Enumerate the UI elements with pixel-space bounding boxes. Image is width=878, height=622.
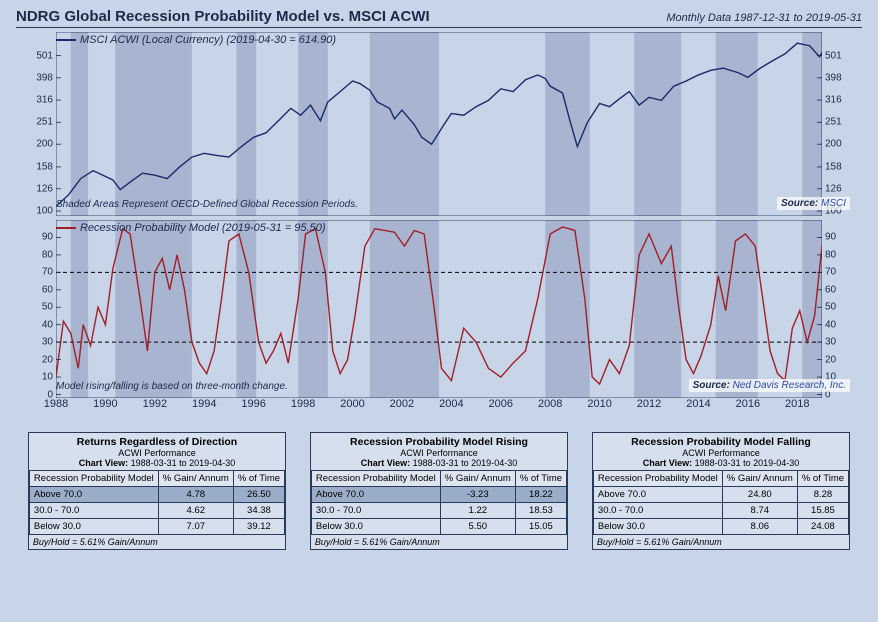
x-tick: 2004	[439, 398, 463, 410]
x-tick: 1996	[241, 398, 265, 410]
x-tick: 2006	[489, 398, 513, 410]
y-tick: 251	[825, 117, 855, 128]
y-tick: 501	[23, 50, 53, 61]
x-tick: 2000	[340, 398, 364, 410]
chart1-svg	[56, 32, 822, 216]
x-tick: 1990	[93, 398, 117, 410]
chart1-footnote: Shaded Areas Represent OECD-Defined Glob…	[56, 199, 358, 210]
y-tick: 60	[23, 284, 53, 295]
stats-grid: Recession Probability Model% Gain/ Annum…	[29, 470, 285, 535]
x-tick: 2014	[686, 398, 710, 410]
y-tick: 50	[23, 302, 53, 313]
y-tick: 10	[23, 372, 53, 383]
stats-grid: Recession Probability Model% Gain/ Annum…	[311, 470, 567, 535]
x-tick: 2018	[785, 398, 809, 410]
x-tick: 1992	[143, 398, 167, 410]
y-tick: 158	[23, 161, 53, 172]
y-tick: 501	[825, 50, 855, 61]
y-tick: 90	[23, 232, 53, 243]
y-tick: 50	[825, 302, 855, 313]
stats-table: Returns Regardless of Direction ACWI Per…	[28, 432, 286, 550]
y-tick: 80	[825, 249, 855, 260]
table-title: Returns Regardless of Direction	[29, 433, 285, 448]
x-tick: 1994	[192, 398, 216, 410]
table-title: Recession Probability Model Rising	[311, 433, 567, 448]
chart1-legend: MSCI ACWI (Local Currency) (2019-04-30 =…	[56, 34, 336, 46]
buyhold-note: Buy/Hold = 5.61% Gain/Annum	[311, 535, 567, 549]
y-tick: 20	[23, 354, 53, 365]
x-tick: 1998	[291, 398, 315, 410]
y-tick: 200	[825, 139, 855, 150]
y-tick: 90	[825, 232, 855, 243]
table-view: Chart View: 1988-03-31 to 2019-04-30	[29, 458, 285, 470]
y-tick: 80	[23, 249, 53, 260]
y-tick: 30	[23, 337, 53, 348]
buyhold-note: Buy/Hold = 5.61% Gain/Annum	[593, 535, 849, 549]
x-tick: 1988	[44, 398, 68, 410]
stats-table: Recession Probability Model Falling ACWI…	[592, 432, 850, 550]
chart2-svg	[56, 220, 822, 398]
x-tick: 2012	[637, 398, 661, 410]
y-tick: 70	[23, 267, 53, 278]
chart2-source: Source: Ned Davis Research, Inc.	[689, 379, 850, 392]
x-axis: 1988199019921994199619982000200220042006…	[56, 398, 822, 414]
y-tick: 200	[23, 139, 53, 150]
y-tick: 60	[825, 284, 855, 295]
y-tick: 158	[825, 161, 855, 172]
main-title: NDRG Global Recession Probability Model …	[16, 8, 430, 25]
table-sub: ACWI Performance	[311, 448, 567, 458]
stats-table: Recession Probability Model Rising ACWI …	[310, 432, 568, 550]
y-tick: 70	[825, 267, 855, 278]
tables-row: Returns Regardless of Direction ACWI Per…	[16, 432, 862, 550]
y-tick: 316	[23, 95, 53, 106]
y-tick: 398	[23, 72, 53, 83]
y-tick: 251	[23, 117, 53, 128]
x-tick: 2016	[736, 398, 760, 410]
y-tick: 126	[23, 183, 53, 194]
y-tick: 40	[825, 319, 855, 330]
y-tick: 20	[825, 354, 855, 365]
chart2-legend: Recession Probability Model (2019-05-31 …	[56, 222, 326, 234]
table-view: Chart View: 1988-03-31 to 2019-04-30	[593, 458, 849, 470]
date-range: Monthly Data 1987-12-31 to 2019-05-31	[666, 12, 862, 24]
chart2-footnote: Model rising/falling is based on three-m…	[56, 381, 288, 392]
table-sub: ACWI Performance	[593, 448, 849, 458]
chart-msci-acwi: 1001001261261581582002002512513163163983…	[16, 32, 862, 216]
y-tick: 126	[825, 183, 855, 194]
title-row: NDRG Global Recession Probability Model …	[16, 8, 862, 28]
x-tick: 2008	[538, 398, 562, 410]
table-title: Recession Probability Model Falling	[593, 433, 849, 448]
x-tick: 2002	[390, 398, 414, 410]
x-tick: 2010	[587, 398, 611, 410]
y-tick: 398	[825, 72, 855, 83]
buyhold-note: Buy/Hold = 5.61% Gain/Annum	[29, 535, 285, 549]
stats-grid: Recession Probability Model% Gain/ Annum…	[593, 470, 849, 535]
chart-recession-model: 00101020203030404050506060707080809090 R…	[16, 220, 862, 398]
y-tick: 100	[23, 206, 53, 217]
y-tick: 30	[825, 337, 855, 348]
chart1-source: Source: MSCI	[777, 197, 850, 210]
y-tick: 40	[23, 319, 53, 330]
table-view: Chart View: 1988-03-31 to 2019-04-30	[311, 458, 567, 470]
y-tick: 316	[825, 95, 855, 106]
table-sub: ACWI Performance	[29, 448, 285, 458]
